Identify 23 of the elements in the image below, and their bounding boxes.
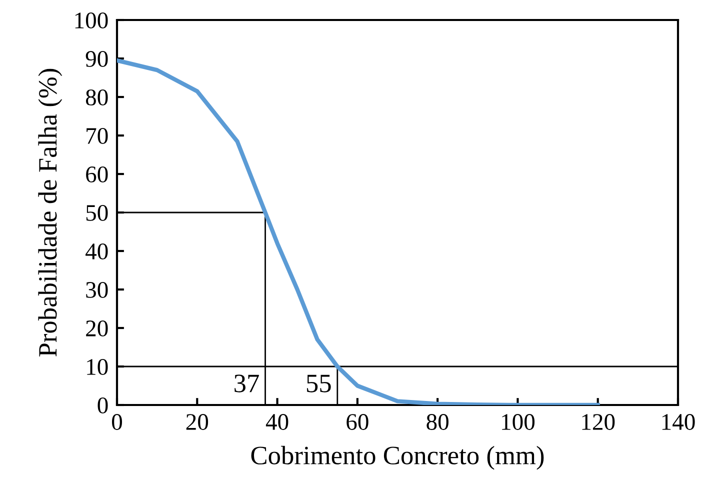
x-tick-label: 60 <box>346 414 368 430</box>
y-tick-label: 50 <box>86 204 108 221</box>
x-tick-label: 140 <box>662 414 695 430</box>
x-tick-label: 20 <box>186 414 208 430</box>
x-tick-label: 0 <box>112 414 122 430</box>
y-tick-label: 100 <box>75 12 108 28</box>
y-tick-label: 70 <box>86 128 108 144</box>
y-tick-label: 90 <box>86 50 108 67</box>
y-tick-label: 30 <box>86 282 108 298</box>
x-tick-label: 120 <box>582 414 615 430</box>
y-axis-title: Probabilidade de Falha (%) <box>38 68 62 356</box>
y-tick-label: 0 <box>98 397 108 414</box>
annotation: 37 <box>234 374 259 392</box>
y-tick-label: 10 <box>87 358 108 375</box>
x-axis-title: Cobrimento Concreto (mm) <box>251 446 544 470</box>
y-tick-label: 20 <box>86 320 108 336</box>
annotation: 55 <box>306 374 331 392</box>
x-tick-label: 40 <box>266 414 288 430</box>
y-tick-label: 60 <box>86 166 108 182</box>
y-tick-label: 80 <box>86 89 108 106</box>
y-tick-label: 40 <box>86 243 108 260</box>
x-tick-label: 80 <box>426 414 448 430</box>
x-tick-label: 100 <box>502 414 535 430</box>
